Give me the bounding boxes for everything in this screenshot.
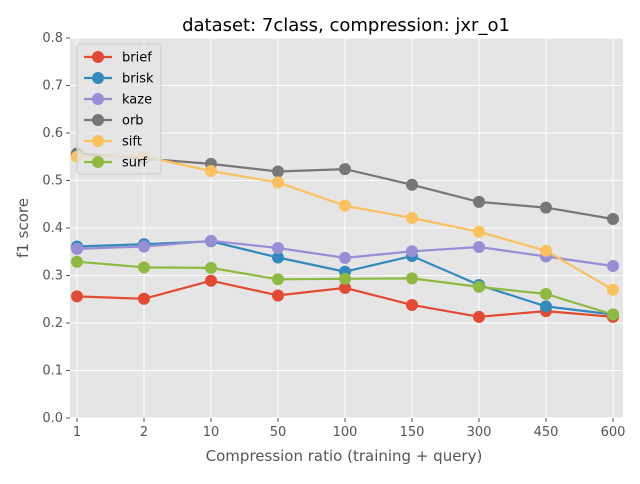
x-tick-label: 100 — [333, 425, 358, 440]
data-point-surf — [71, 255, 83, 268]
data-point-kaze — [71, 242, 83, 255]
data-point-orb — [272, 165, 284, 178]
series-kaze — [71, 234, 619, 272]
data-point-sift — [339, 199, 351, 212]
legend-label: sift — [122, 135, 142, 150]
x-tick-label: 150 — [400, 425, 425, 440]
data-point-kaze — [272, 241, 284, 254]
y-tick-label: 0.7 — [42, 79, 63, 94]
x-axis-label: Compression ratio (training + query) — [206, 447, 483, 465]
data-point-brief — [406, 298, 418, 311]
data-point-surf — [339, 272, 351, 285]
data-point-sift — [272, 176, 284, 189]
legend-label: surf — [122, 156, 147, 171]
grid — [70, 37, 623, 419]
data-point-surf — [406, 272, 418, 285]
y-tick-label: 0.4 — [42, 221, 63, 236]
x-tick-label: 10 — [203, 425, 220, 440]
series-surf — [71, 255, 619, 321]
data-point-brief — [205, 274, 217, 287]
x-tick-labels: 1 2 10 50 100 150 300 450 600 — [73, 418, 626, 440]
data-point-orb — [406, 178, 418, 191]
y-tick-label: 0.3 — [42, 269, 63, 284]
data-point-brief — [71, 290, 83, 303]
data-point-sift — [540, 244, 552, 257]
y-tick-labels: 0.0 0.1 0.2 0.3 0.4 0.5 0.6 0.7 0.8 — [42, 31, 70, 426]
y-tick-label: 0.8 — [42, 31, 63, 46]
legend-label: brisk — [122, 72, 154, 87]
data-point-sift — [406, 212, 418, 225]
y-tick-label: 0.2 — [42, 316, 63, 331]
data-point-sift — [607, 283, 619, 296]
data-point-orb — [540, 201, 552, 214]
data-point-orb — [339, 163, 351, 176]
y-tick-label: 0.6 — [42, 126, 63, 141]
series-sift — [71, 150, 619, 296]
data-point-kaze — [473, 241, 485, 253]
legend-item-orb: orb — [84, 114, 144, 129]
data-point-surf — [473, 280, 485, 293]
legend-item-kaze: kaze — [84, 93, 152, 108]
x-tick-label: 50 — [270, 425, 287, 440]
legend-item-surf: surf — [84, 156, 147, 171]
y-tick-label: 0.5 — [42, 174, 63, 189]
y-tick-label: 0.1 — [42, 364, 63, 379]
legend-marker — [92, 72, 104, 84]
y-tick-label: 0.0 — [42, 411, 63, 426]
data-point-surf — [607, 308, 619, 321]
x-tick-label: 1 — [73, 425, 81, 440]
legend-label: brief — [122, 51, 152, 66]
legend-item-brisk: brisk — [84, 72, 154, 87]
y-axis-label: f1 score — [14, 198, 32, 258]
data-point-brisk — [272, 251, 284, 264]
chart-title: dataset: 7class, compression: jxr_o1 — [182, 15, 510, 36]
legend-item-sift: sift — [84, 135, 142, 150]
data-point-orb — [607, 212, 619, 225]
data-point-brief — [272, 289, 284, 302]
x-tick-label: 450 — [534, 425, 559, 440]
data-point-kaze — [205, 234, 217, 247]
data-point-surf — [540, 288, 552, 301]
data-point-sift — [473, 225, 485, 238]
x-tick-label: 600 — [601, 425, 626, 440]
data-point-surf — [272, 273, 284, 286]
data-point-kaze — [607, 260, 619, 272]
data-point-surf — [205, 261, 217, 274]
data-point-brief — [138, 292, 150, 305]
legend: brief brisk kaze orb sift surf — [76, 43, 162, 175]
data-point-kaze — [339, 251, 351, 264]
data-point-kaze — [138, 240, 150, 253]
data-point-sift — [205, 165, 217, 177]
legend-marker — [92, 114, 104, 126]
legend-label: orb — [122, 114, 144, 129]
legend-item-brief: brief — [84, 51, 152, 66]
data-point-kaze — [406, 245, 418, 258]
data-point-brief — [339, 281, 351, 294]
data-point-orb — [473, 195, 485, 208]
legend-label: kaze — [122, 93, 152, 108]
legend-marker — [92, 135, 104, 147]
x-tick-label: 2 — [140, 425, 148, 440]
legend-marker — [92, 156, 104, 168]
data-point-brief — [473, 310, 485, 323]
legend-marker — [92, 93, 104, 105]
x-tick-label: 300 — [467, 425, 492, 440]
data-point-brisk — [540, 300, 552, 313]
data-point-surf — [138, 261, 150, 274]
legend-marker — [92, 51, 104, 63]
